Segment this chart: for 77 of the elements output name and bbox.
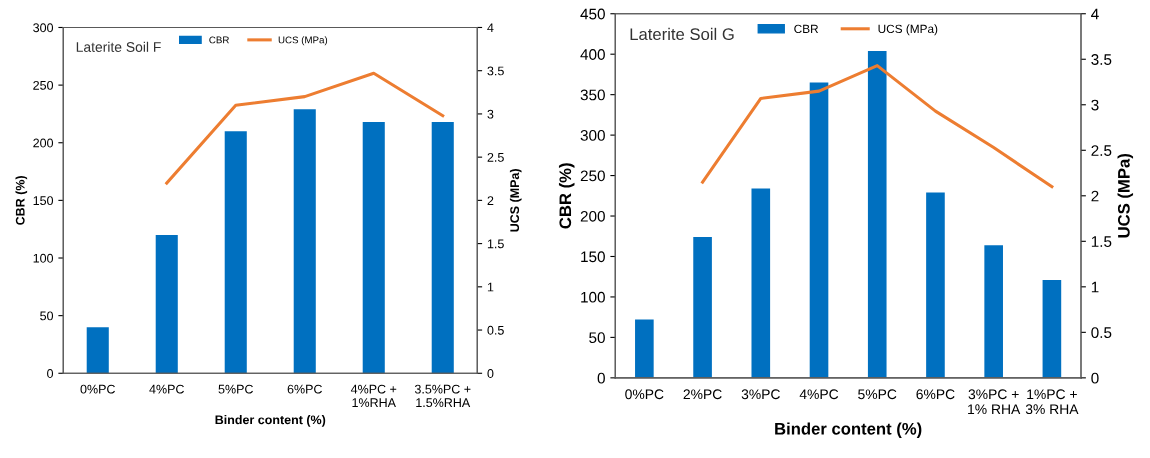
x-tick-label: 5%PC xyxy=(858,389,897,400)
y-tick-label: 0 xyxy=(597,372,605,384)
y-axis-title: CBR (%) xyxy=(558,163,575,229)
y-tick-label: 50 xyxy=(40,311,54,321)
y2-tick-label: 3 xyxy=(487,109,494,119)
y2-tick-label: 1 xyxy=(487,282,494,292)
y2-tick-label: 2.5 xyxy=(487,152,504,162)
x-tick-label: 3.5%PC + 1.5%RHA xyxy=(414,384,471,408)
y-tick-label: 450 xyxy=(580,8,605,20)
y-tick-label: 200 xyxy=(580,210,605,222)
y-tick-label: 150 xyxy=(33,196,54,206)
y2-tick-label: 0 xyxy=(1091,372,1099,384)
x-tick-label: 0%PC xyxy=(80,384,115,394)
bar xyxy=(809,82,829,378)
text: Laterite Soil G xyxy=(630,27,734,41)
bar xyxy=(984,245,1003,378)
y-axis-title: CBR (%) xyxy=(15,176,28,225)
x-tick-label: 4%PC xyxy=(799,389,839,400)
y2-tick-label: 0 xyxy=(487,369,494,378)
y-tick-label: 100 xyxy=(33,253,54,263)
y-tick-label: 250 xyxy=(33,80,54,90)
y2-tick-label: 0.5 xyxy=(1091,327,1112,339)
bar xyxy=(751,188,771,378)
bar xyxy=(293,109,316,374)
y2-axis-title: UCS (MPa) xyxy=(509,169,522,232)
y-tick-label: 150 xyxy=(581,251,605,263)
y2-tick-label: 3 xyxy=(1091,99,1099,111)
y-tick-label: 0 xyxy=(47,369,54,378)
x-tick-label: 4%PC xyxy=(149,384,184,394)
y2-tick-label: 3.5 xyxy=(1091,54,1112,65)
y2-tick-label: 1.5 xyxy=(487,239,504,249)
bar xyxy=(362,122,385,374)
y2-tick-label: 3.5 xyxy=(487,66,504,76)
y-tick-label: 350 xyxy=(580,89,605,101)
line-series xyxy=(165,71,445,185)
x-tick-label: 3%PC + 1% RHA xyxy=(968,389,1021,415)
legend-label: CBR xyxy=(794,24,819,34)
x-tick-label: 5%PC xyxy=(218,384,253,394)
x-tick-label: 1%PC + 3% RHA xyxy=(1025,389,1079,415)
y-tick-label: 100 xyxy=(581,291,605,303)
bar xyxy=(635,319,654,378)
bar xyxy=(1042,279,1062,378)
y-tick-label: 400 xyxy=(580,49,605,60)
y2-axis-title: UCS (MPa) xyxy=(1117,154,1134,238)
x-tick-label: 6%PC xyxy=(916,389,955,400)
y2-tick-label: 0.5 xyxy=(487,325,504,335)
x-axis-title: Binder content (%) xyxy=(775,422,922,438)
bar xyxy=(431,122,454,374)
bar xyxy=(926,192,945,378)
x-tick-label: 0%PC xyxy=(625,389,664,400)
y-tick-label: 200 xyxy=(33,138,54,148)
y2-tick-label: 4 xyxy=(1091,8,1099,20)
y2-tick-label: 4 xyxy=(487,23,494,33)
y2-tick-label: 1.5 xyxy=(1091,236,1112,247)
y-tick-label: 50 xyxy=(589,332,605,344)
bar xyxy=(867,50,887,378)
legend-label: UCS (MPa) xyxy=(878,24,938,36)
bar xyxy=(155,234,178,374)
y-tick-label: 300 xyxy=(580,129,605,141)
y2-tick-label: 2 xyxy=(487,196,494,205)
y2-tick-label: 1 xyxy=(1091,281,1099,293)
y-tick-label: 300 xyxy=(33,23,54,33)
bar xyxy=(693,237,712,378)
legend-label: CBR xyxy=(209,36,229,44)
line-series xyxy=(701,64,1054,189)
legend-label: UCS (MPa) xyxy=(278,36,328,46)
y2-tick-label: 2.5 xyxy=(1091,145,1112,156)
bar xyxy=(86,327,109,374)
x-tick-label: 4%PC + 1%RHA xyxy=(350,384,397,407)
bar xyxy=(224,131,247,374)
x-axis-title: Binder content (%) xyxy=(215,415,326,427)
x-tick-label: 6%PC xyxy=(287,384,322,394)
x-tick-label: 2%PC xyxy=(683,389,722,400)
y-tick-label: 250 xyxy=(580,170,605,182)
text: Laterite Soil F xyxy=(76,41,161,52)
x-tick-label: 3%PC xyxy=(741,389,780,400)
y2-tick-label: 2 xyxy=(1091,190,1099,202)
